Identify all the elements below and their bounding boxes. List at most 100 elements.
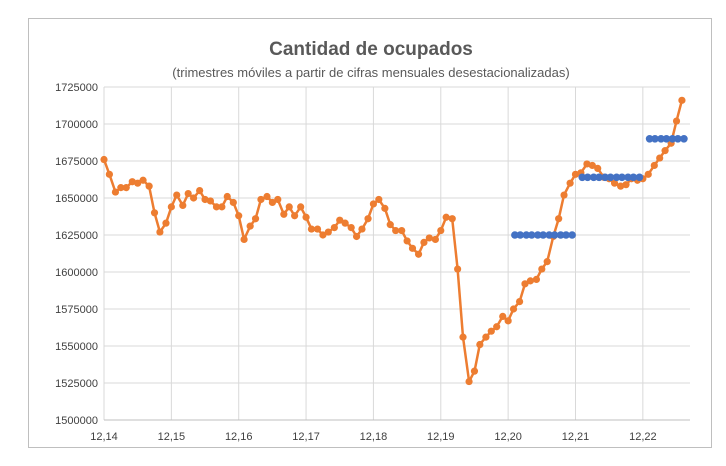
quarter-average-point xyxy=(522,231,531,239)
data-point xyxy=(560,191,568,199)
quarter-average-point xyxy=(606,173,615,182)
data-point xyxy=(179,201,187,209)
data-point xyxy=(330,224,338,232)
data-point xyxy=(240,235,248,244)
data-point xyxy=(509,305,518,313)
data-point xyxy=(358,225,366,233)
data-point xyxy=(656,154,664,162)
data-point xyxy=(117,184,125,192)
data-point xyxy=(369,200,378,208)
quarter-average-point xyxy=(533,231,542,239)
data-point xyxy=(307,225,316,233)
chart-title: Cantidad de ocupados xyxy=(269,39,473,60)
data-point xyxy=(672,117,681,125)
quarter-average-point xyxy=(657,135,665,143)
data-point xyxy=(414,250,423,258)
data-point xyxy=(263,192,271,201)
data-point xyxy=(229,198,237,207)
quarter-average-point xyxy=(539,231,547,239)
y-tick-label: 1600000 xyxy=(55,267,98,279)
y-tick-label: 1650000 xyxy=(55,193,98,205)
data-point xyxy=(341,219,349,227)
data-point xyxy=(420,238,428,246)
data-point xyxy=(313,225,322,233)
quarter-average-point xyxy=(578,173,587,182)
quarter-average-point xyxy=(562,231,570,239)
data-point xyxy=(504,317,512,325)
data-point xyxy=(476,340,484,349)
x-tick-label: 12,15 xyxy=(158,431,186,443)
y-tick-label: 1725000 xyxy=(55,82,98,94)
data-point xyxy=(526,277,534,285)
quarter-average-point xyxy=(651,135,659,143)
data-point xyxy=(583,160,591,168)
data-point xyxy=(206,197,215,205)
quarter-average-point xyxy=(645,135,654,143)
plot-area xyxy=(100,96,688,386)
data-point xyxy=(291,212,299,220)
data-point xyxy=(139,176,147,184)
data-point xyxy=(189,194,198,202)
quarter-average-point xyxy=(629,173,638,182)
quarter-average-point xyxy=(545,231,554,239)
y-tick-label: 1575000 xyxy=(55,304,98,316)
data-point xyxy=(297,203,305,211)
data-point xyxy=(499,312,507,320)
data-point xyxy=(134,179,142,187)
data-point xyxy=(538,265,546,273)
x-tick-label: 12,19 xyxy=(427,431,455,443)
data-point xyxy=(223,192,231,201)
quarter-average-point xyxy=(527,231,536,239)
data-point xyxy=(336,216,344,224)
quarter-average-point xyxy=(511,231,519,239)
data-point xyxy=(487,327,495,335)
y-tick-label: 1550000 xyxy=(55,341,98,353)
data-point xyxy=(364,215,372,223)
data-point xyxy=(408,244,417,252)
quarter-average-point xyxy=(635,173,644,182)
data-point xyxy=(459,333,467,341)
data-point xyxy=(352,232,361,241)
data-point xyxy=(661,147,669,155)
data-point xyxy=(543,258,551,266)
y-tick-label: 1525000 xyxy=(55,378,98,390)
x-tick-label: 12,17 xyxy=(292,431,320,443)
x-tick-label: 12,22 xyxy=(629,431,657,443)
data-point xyxy=(555,215,563,223)
data-point xyxy=(235,212,243,220)
quarter-average-point xyxy=(674,135,682,143)
data-point xyxy=(324,228,332,236)
data-point xyxy=(442,213,450,221)
data-point xyxy=(111,188,120,196)
quarter-average-point xyxy=(595,173,603,182)
y-axis: 1500000 1525000 1550000 1575000 1600000 16250… xyxy=(55,82,98,427)
quarter-average-point xyxy=(516,231,525,239)
data-point xyxy=(257,195,265,204)
data-point xyxy=(218,203,226,211)
data-point xyxy=(425,234,433,242)
data-point xyxy=(251,215,260,223)
gridlines xyxy=(103,86,690,421)
y-tick-label: 1625000 xyxy=(55,230,98,242)
x-tick-label: 12,20 xyxy=(494,431,522,443)
quarter-average-point xyxy=(624,173,632,182)
quarter-average-point xyxy=(589,173,598,182)
data-point xyxy=(644,170,652,178)
data-point xyxy=(162,219,170,227)
chart-subtitle: (trimestres móviles a partir de cifras m… xyxy=(172,65,569,80)
data-point xyxy=(274,195,282,204)
chart-frame xyxy=(28,18,712,448)
data-point xyxy=(201,195,209,204)
data-point xyxy=(403,237,411,245)
data-point xyxy=(173,191,181,199)
data-point xyxy=(521,280,529,288)
x-tick-label: 12,21 xyxy=(562,431,590,443)
series-line xyxy=(102,99,684,383)
data-point xyxy=(212,203,221,211)
data-point xyxy=(566,179,574,187)
y-tick-label: 1500000 xyxy=(55,415,98,427)
data-point xyxy=(650,161,658,170)
data-point xyxy=(128,178,136,186)
quarter-average-point xyxy=(668,135,677,143)
